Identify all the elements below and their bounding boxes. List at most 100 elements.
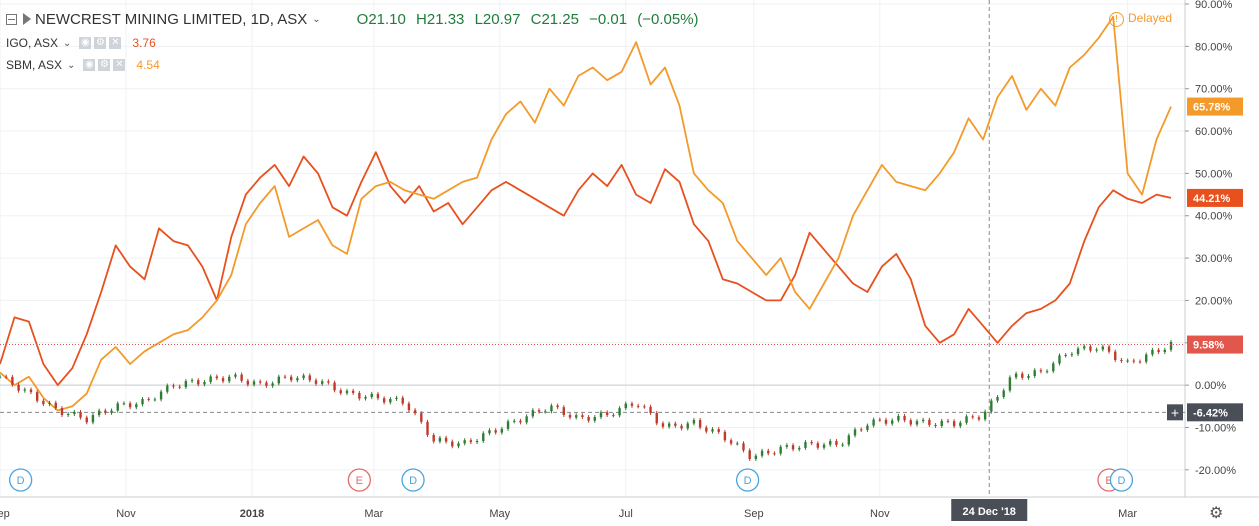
candle-body: [804, 442, 807, 448]
candle-body: [1039, 370, 1043, 372]
candle-body: [73, 411, 76, 415]
candle-body: [438, 437, 442, 442]
comparison-row-sbm: SBM, ASX ⌄ ◉ ⚙ ✕ 4.54: [6, 54, 699, 76]
candle-body: [736, 443, 739, 445]
candle-body: [779, 446, 782, 454]
candle-body: [754, 455, 758, 459]
event-label-dividend: D: [1117, 475, 1125, 487]
candle-body: [1120, 359, 1123, 361]
candle-body: [928, 419, 931, 425]
main-symbol-title[interactable]: NEWCREST MINING LIMITED, 1D, ASX: [35, 10, 308, 28]
x-tick-label: May: [489, 508, 510, 520]
candle-body: [4, 376, 8, 378]
candle-body: [0, 376, 2, 378]
candle-body: [711, 429, 714, 432]
delayed-indicator[interactable]: ! Delayed: [1109, 11, 1172, 27]
candle-body: [649, 406, 652, 413]
candle-body: [531, 410, 535, 417]
last-value-igo-badge: [1187, 188, 1243, 207]
x-tick-label: Mar: [1118, 508, 1137, 520]
comparison-symbol-igo[interactable]: IGO, ASX: [6, 36, 59, 50]
last-value-newcrest-badge: [1187, 335, 1243, 354]
candle-body: [265, 382, 268, 386]
candle-body: [122, 403, 126, 405]
crosshair-date-badge: [951, 499, 1028, 521]
candle-body: [1070, 354, 1074, 356]
candle-body: [407, 403, 411, 411]
candle-body: [333, 382, 336, 391]
candle-body: [1145, 354, 1148, 362]
candle-body: [351, 390, 355, 393]
candle-body: [798, 447, 801, 450]
candle-body: [444, 437, 448, 442]
plus-icon: +: [1171, 404, 1179, 420]
candle-body: [983, 411, 987, 420]
candle-body: [952, 421, 956, 427]
event-marker-dividend: [401, 468, 425, 492]
crosshair-date-label: 24 Dec '18: [963, 506, 1016, 518]
settings-gear-icon[interactable]: ⚙: [1209, 505, 1224, 522]
comparison-symbol-sbm[interactable]: SBM, ASX: [6, 58, 63, 72]
candle-body: [853, 429, 857, 436]
candle-body: [667, 423, 671, 427]
candle-body: [822, 444, 826, 448]
y-tick-label: 80.00%: [1195, 41, 1233, 53]
candle-body: [1002, 390, 1005, 397]
candle-body: [1114, 351, 1117, 360]
crosshair-value-label: -6.42%: [1193, 407, 1228, 419]
chevron-down-icon[interactable]: ⌄: [63, 37, 72, 49]
candle-body: [42, 400, 45, 405]
candle-body: [921, 419, 925, 422]
candle-body: [1027, 375, 1030, 378]
candle-body: [990, 400, 993, 412]
close-icon[interactable]: ✕: [113, 59, 126, 71]
candle-body: [228, 376, 231, 382]
candle-body: [215, 376, 219, 379]
candle-body: [1021, 373, 1024, 378]
candle-body: [469, 440, 473, 443]
candle-body: [816, 443, 820, 448]
candle-body: [760, 450, 764, 456]
candle-body: [432, 434, 435, 442]
eye-icon[interactable]: ◉: [83, 59, 96, 71]
y-tick-label: 30.00%: [1195, 253, 1233, 265]
candle-body: [791, 445, 795, 450]
candle-body: [1169, 341, 1173, 350]
chevron-down-icon[interactable]: ⌄: [312, 13, 321, 25]
candle-body: [345, 390, 349, 394]
candle-body: [1126, 360, 1129, 362]
candle-body: [203, 382, 206, 385]
candle-body: [977, 417, 981, 420]
gear-icon[interactable]: ⚙: [98, 59, 111, 71]
candle-body: [234, 374, 237, 377]
candle-body: [283, 376, 287, 378]
candle-body: [327, 381, 330, 383]
series-line-sbm: [0, 15, 1172, 412]
event-marker-dividend: [735, 468, 760, 492]
comparison-value-sbm: 4.54: [136, 58, 160, 72]
add-alert-button: [1167, 404, 1183, 421]
gear-icon[interactable]: ⚙: [94, 37, 107, 49]
candle-body: [903, 415, 906, 421]
candle-body: [85, 417, 88, 423]
candle-body: [259, 381, 262, 383]
collapse-legend-icon[interactable]: [6, 13, 17, 25]
candle-body: [847, 435, 851, 445]
chevron-down-icon[interactable]: ⌄: [67, 59, 76, 71]
alert-icon: !: [1109, 12, 1124, 27]
flag-icon[interactable]: [23, 13, 31, 25]
candle-body: [636, 405, 640, 407]
candle-body: [370, 393, 373, 398]
last-value-sbm-badge: [1187, 97, 1243, 116]
candle-body: [166, 385, 169, 392]
candle-body: [767, 450, 770, 454]
x-tick-label: Nov: [116, 508, 136, 520]
close-icon[interactable]: ✕: [109, 37, 122, 49]
last-value-sbm-label: 65.78%: [1193, 102, 1231, 114]
candle-body: [519, 420, 522, 423]
candle-body: [178, 386, 181, 388]
candle-body: [110, 410, 113, 413]
candle-body: [11, 376, 14, 385]
eye-icon[interactable]: ◉: [79, 37, 92, 49]
